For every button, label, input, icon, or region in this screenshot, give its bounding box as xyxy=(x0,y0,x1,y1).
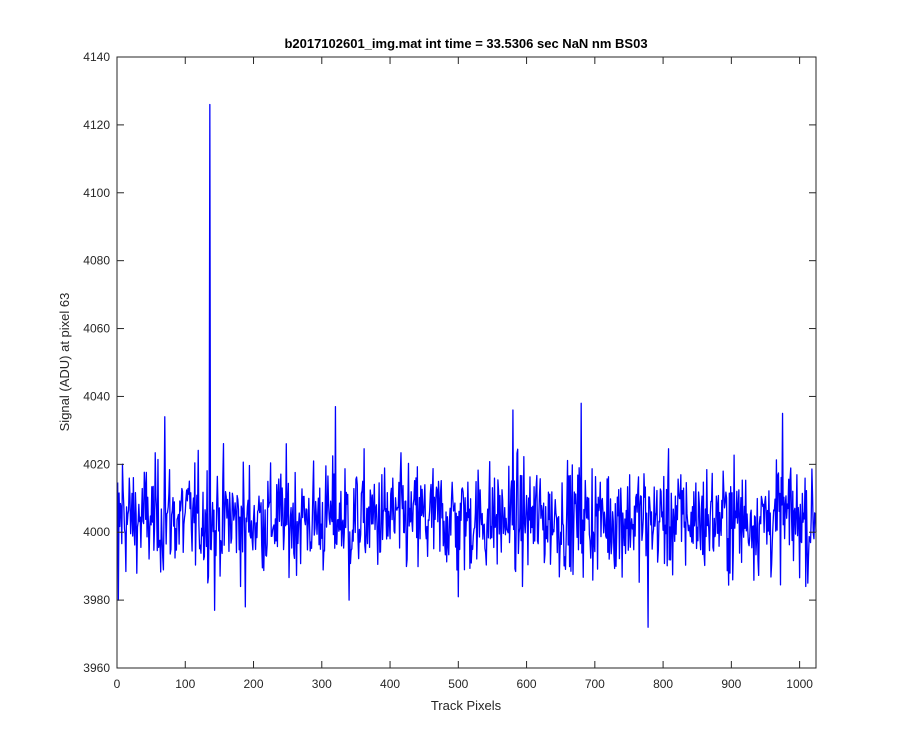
x-tick-label: 100 xyxy=(175,677,195,691)
y-tick-label: 4100 xyxy=(83,186,110,200)
y-tick-label: 4060 xyxy=(83,322,110,336)
series-layer xyxy=(117,103,817,628)
plot-area xyxy=(117,57,816,668)
series-line xyxy=(117,103,817,628)
x-axis-label: Track Pixels xyxy=(431,698,502,713)
x-tick-label: 900 xyxy=(721,677,741,691)
x-tick-label: 600 xyxy=(517,677,537,691)
chart-title: b2017102601_img.mat int time = 33.5306 s… xyxy=(284,36,647,51)
ticks-layer: 0 100 200 300 400 500 600 700 800 900 1000 3960 3980… xyxy=(83,50,816,691)
x-tick-label: 700 xyxy=(585,677,605,691)
y-tick-label: 4000 xyxy=(83,525,110,539)
y-tick-label: 4120 xyxy=(83,118,110,132)
x-tick-label: 1000 xyxy=(786,677,813,691)
x-tick-label: 500 xyxy=(448,677,468,691)
y-tick-label: 3980 xyxy=(83,593,110,607)
y-tick-label: 3960 xyxy=(83,661,110,675)
y-tick-label: 4040 xyxy=(83,389,110,403)
y-axis-label: Signal (ADU) at pixel 63 xyxy=(57,293,72,432)
x-tick-label: 800 xyxy=(653,677,673,691)
x-tick-label: 200 xyxy=(244,677,264,691)
x-tick-label: 300 xyxy=(312,677,332,691)
x-tick-label: 400 xyxy=(380,677,400,691)
y-tick-label: 4140 xyxy=(83,50,110,64)
y-tick-label: 4080 xyxy=(83,254,110,268)
y-tick-label: 4020 xyxy=(83,457,110,471)
plot-box xyxy=(116,56,817,669)
x-tick-label: 0 xyxy=(114,677,121,691)
